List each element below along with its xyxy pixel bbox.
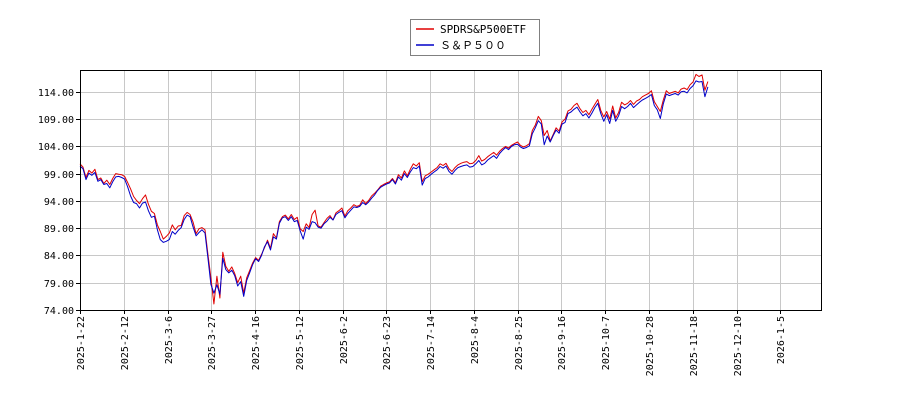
x-tick-label: 2025-5-12 [295, 316, 306, 370]
grid [80, 70, 821, 310]
x-tick-label: 2025-7-14 [426, 316, 437, 370]
legend-box [410, 19, 540, 56]
x-tick-label: 2025-4-16 [251, 316, 262, 370]
y-tick-label: 74.00 [44, 306, 74, 317]
series-line-spdr [79, 73, 709, 305]
x-tick-label: 2025-1-22 [76, 316, 87, 370]
legend: SPDRS&P500ETF Ｓ＆Ｐ５００ [410, 19, 540, 56]
y-tick-label: 94.00 [44, 197, 74, 208]
x-tick-label: 2025-12-10 [733, 316, 744, 376]
x-tick-label: 2025-10-28 [645, 316, 656, 376]
y-tick-label: 99.00 [44, 170, 74, 181]
x-tick-label: 2025-10-7 [601, 316, 612, 370]
x-tick-label: 2025-11-18 [689, 316, 700, 376]
y-tick-label: 84.00 [44, 251, 74, 262]
x-tick-label: 2025-8-4 [470, 316, 481, 364]
y-axis: 74.00 79.00 84.00 89.00 94.00 99.00 104.00 109.… [38, 88, 80, 317]
x-tick-label: 2025-3-27 [207, 316, 218, 370]
legend-label-spdr: SPDRS&P500ETF [440, 23, 526, 36]
x-tick-label: 2025-9-16 [557, 316, 568, 370]
x-tick-label: 2026-1-5 [776, 316, 787, 364]
plot-frame [80, 70, 822, 311]
series-layer [79, 73, 709, 305]
x-tick-label: 2025-3-6 [164, 316, 175, 364]
y-tick-label: 79.00 [44, 279, 74, 290]
x-axis: 2025-1-22 2025-2-12 2025-3-6 2025-3-27 2025-… [76, 310, 787, 376]
y-tick-label: 104.00 [38, 142, 74, 153]
legend-label-sp500: Ｓ＆Ｐ５００ [440, 39, 506, 52]
y-tick-label: 109.00 [38, 115, 74, 126]
plot-background [80, 70, 821, 310]
x-tick-label: 2025-6-23 [382, 316, 393, 370]
x-tick-label: 2025-6-2 [339, 316, 350, 364]
y-tick-label: 114.00 [38, 88, 74, 99]
y-tick-label: 89.00 [44, 224, 74, 235]
series-line-sp500 [79, 80, 709, 297]
x-tick-label: 2025-8-25 [514, 316, 525, 370]
x-tick-label: 2025-2-12 [120, 316, 131, 370]
